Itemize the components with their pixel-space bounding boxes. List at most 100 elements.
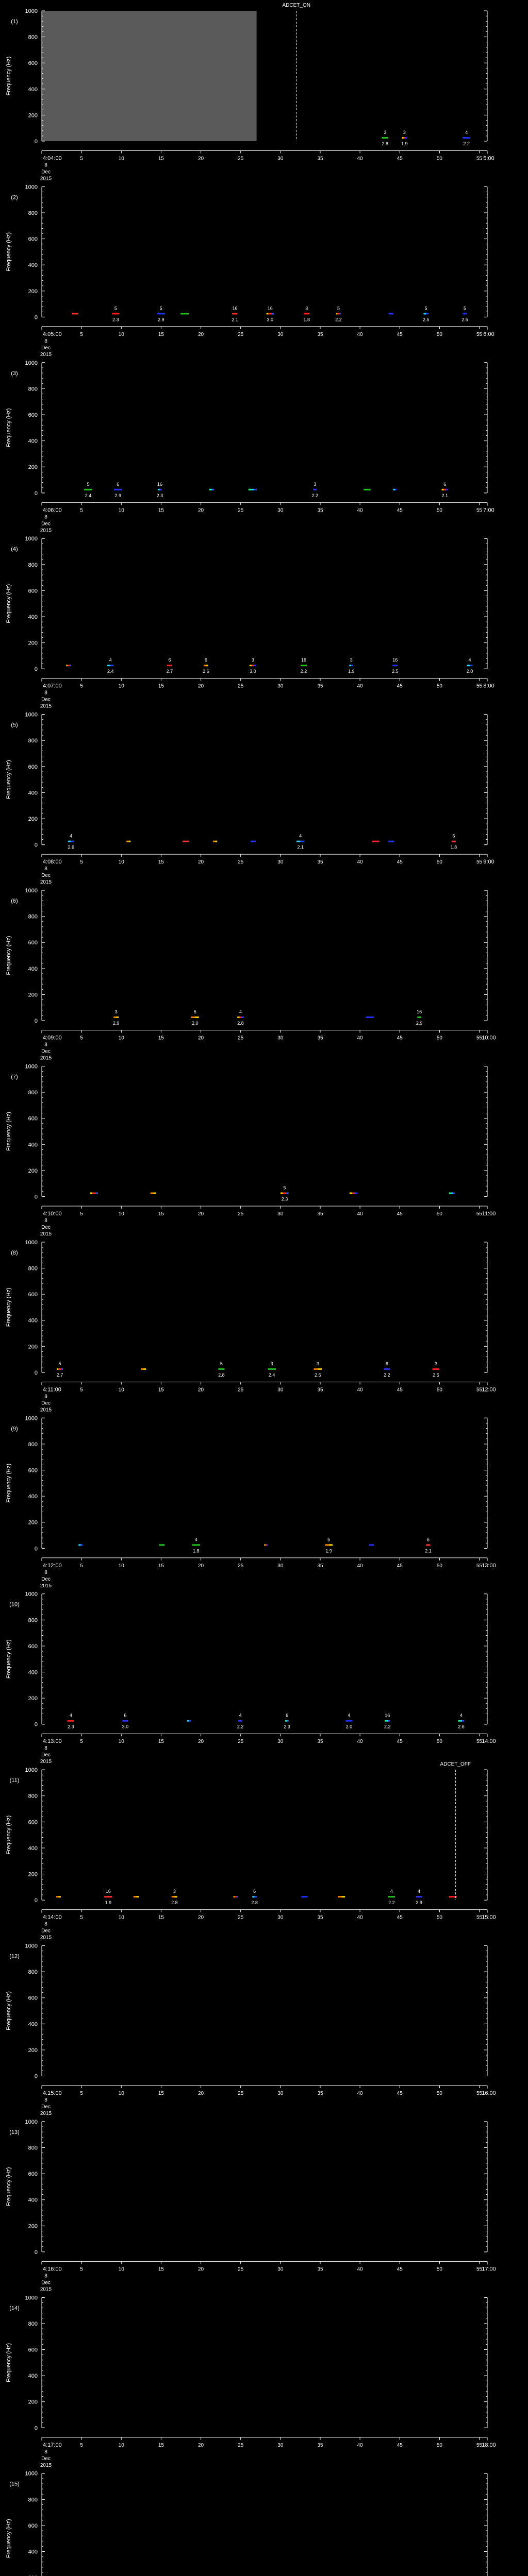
svg-text:2.5: 2.5: [423, 317, 430, 322]
svg-text:50: 50: [437, 2091, 443, 2096]
svg-text:4: 4: [239, 1009, 242, 1014]
svg-text:400: 400: [28, 438, 38, 445]
svg-text:0: 0: [35, 1722, 38, 1728]
svg-text:6: 6: [117, 482, 119, 487]
svg-text:50: 50: [437, 2266, 443, 2272]
svg-text:2.2: 2.2: [335, 317, 342, 322]
svg-text:20: 20: [198, 332, 204, 337]
svg-text:4:08:00: 4:08:00: [43, 859, 62, 865]
svg-text:4: 4: [70, 834, 72, 839]
svg-text:15:00: 15:00: [482, 1914, 496, 1921]
svg-text:4:04:00: 4:04:00: [43, 156, 62, 162]
svg-text:1000: 1000: [25, 1767, 38, 1773]
svg-text:5:00: 5:00: [483, 156, 494, 162]
svg-text:8: 8: [44, 690, 47, 696]
svg-text:25: 25: [238, 1036, 244, 1041]
svg-text:800: 800: [28, 1265, 38, 1272]
svg-text:16: 16: [417, 1009, 422, 1014]
svg-text:Frequency (Hz): Frequency (Hz): [6, 408, 12, 447]
svg-text:3.0: 3.0: [267, 317, 274, 322]
svg-text:50: 50: [437, 1211, 443, 1217]
svg-text:30: 30: [277, 2091, 284, 2096]
svg-text:2.6: 2.6: [458, 1724, 465, 1730]
svg-text:2.6: 2.6: [68, 845, 74, 850]
svg-text:800: 800: [28, 2321, 38, 2327]
svg-text:0: 0: [35, 2249, 38, 2256]
svg-text:200: 200: [28, 992, 38, 998]
svg-text:0: 0: [35, 2074, 38, 2080]
svg-text:8: 8: [44, 1042, 47, 1048]
svg-text:2.8: 2.8: [218, 1372, 225, 1378]
svg-text:35: 35: [317, 1563, 323, 1569]
svg-text:20: 20: [198, 1739, 204, 1744]
svg-text:0: 0: [35, 1897, 38, 1904]
svg-text:30: 30: [277, 1036, 284, 1041]
svg-text:2.2: 2.2: [388, 1900, 395, 1905]
svg-text:1.9: 1.9: [325, 1548, 332, 1553]
svg-text:1.8: 1.8: [193, 1548, 200, 1553]
svg-text:(12): (12): [9, 1954, 20, 1960]
svg-text:2.9: 2.9: [113, 1021, 120, 1026]
svg-text:200: 200: [28, 1872, 38, 1878]
svg-text:10:00: 10:00: [482, 1035, 496, 1041]
svg-text:(4): (4): [11, 546, 18, 552]
svg-text:1.8: 1.8: [451, 845, 457, 850]
svg-text:200: 200: [28, 1520, 38, 1526]
svg-text:35: 35: [317, 684, 323, 689]
svg-text:600: 600: [28, 60, 38, 66]
svg-text:25: 25: [238, 1915, 244, 1921]
svg-text:400: 400: [28, 1845, 38, 1852]
svg-text:2.3: 2.3: [68, 1724, 74, 1730]
svg-text:30: 30: [277, 859, 284, 865]
svg-text:2.0: 2.0: [192, 1021, 199, 1026]
svg-text:30: 30: [277, 2443, 284, 2448]
svg-text:5: 5: [59, 1361, 61, 1366]
svg-text:6: 6: [386, 1361, 388, 1366]
svg-text:13:00: 13:00: [482, 1563, 496, 1569]
svg-text:45: 45: [397, 1211, 403, 1217]
svg-text:30: 30: [277, 332, 284, 337]
svg-text:35: 35: [317, 1387, 323, 1393]
svg-text:40: 40: [357, 1915, 364, 1921]
svg-text:4:13:00: 4:13:00: [43, 1738, 62, 1744]
svg-text:6:00: 6:00: [483, 331, 494, 337]
svg-text:Dec: Dec: [41, 1225, 51, 1230]
svg-text:10: 10: [119, 332, 125, 337]
svg-text:5: 5: [194, 1009, 196, 1014]
svg-text:Dec: Dec: [41, 1928, 51, 1934]
svg-text:6: 6: [253, 1889, 256, 1894]
svg-text:25: 25: [238, 332, 244, 337]
svg-text:50: 50: [437, 507, 443, 513]
svg-text:8: 8: [44, 163, 47, 168]
svg-text:50: 50: [437, 1915, 443, 1921]
svg-text:40: 40: [357, 859, 364, 865]
svg-text:8: 8: [44, 1570, 47, 1575]
svg-text:30: 30: [277, 1387, 284, 1393]
svg-text:25: 25: [238, 684, 244, 689]
svg-text:3: 3: [173, 1889, 176, 1894]
svg-text:2015: 2015: [40, 176, 52, 182]
svg-text:15: 15: [158, 1563, 164, 1569]
svg-text:25: 25: [238, 1563, 244, 1569]
svg-text:400: 400: [28, 87, 38, 93]
svg-text:400: 400: [28, 2549, 38, 2555]
svg-text:600: 600: [28, 1467, 38, 1473]
svg-text:200: 200: [28, 2399, 38, 2405]
svg-text:8: 8: [44, 2449, 47, 2455]
svg-text:5: 5: [80, 684, 83, 689]
svg-text:4: 4: [239, 1713, 242, 1718]
svg-text:(7): (7): [11, 1074, 18, 1080]
svg-text:200: 200: [28, 464, 38, 470]
svg-text:600: 600: [28, 588, 38, 594]
svg-text:600: 600: [28, 1116, 38, 1122]
svg-text:800: 800: [28, 1090, 38, 1096]
svg-text:45: 45: [397, 1915, 403, 1921]
svg-text:3: 3: [305, 306, 308, 311]
svg-text:600: 600: [28, 412, 38, 418]
svg-text:(8): (8): [11, 1250, 18, 1256]
svg-text:2.3: 2.3: [112, 317, 119, 322]
svg-text:4: 4: [348, 1713, 350, 1718]
svg-text:2.6: 2.6: [203, 669, 209, 674]
svg-text:200: 200: [28, 816, 38, 822]
svg-text:0: 0: [35, 314, 38, 320]
